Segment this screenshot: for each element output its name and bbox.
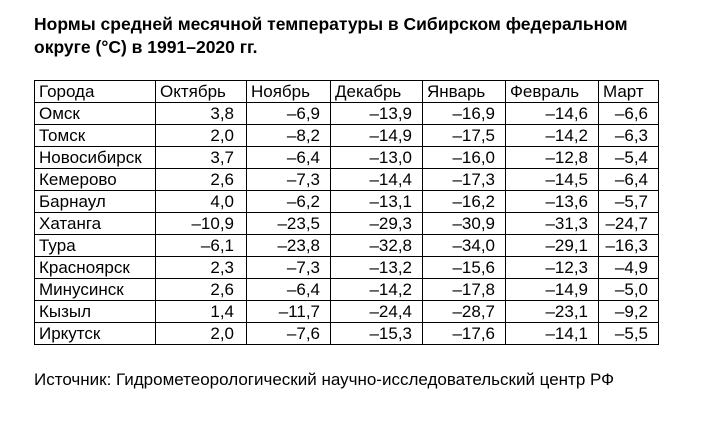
table-row: Тура –6,1 –23,8 –32,8 –34,0 –29,1 –16,3: [34, 234, 659, 257]
value-cell: –6,2: [246, 190, 331, 213]
value-cell: –34,0: [422, 234, 506, 257]
value-cell: 4,0: [155, 190, 247, 213]
value-cell: –30,9: [422, 212, 506, 235]
table-row: Иркутск 2,0 –7,6 –15,3 –17,6 –14,1 –5,5: [34, 322, 659, 345]
value-cell: –16,9: [422, 102, 506, 125]
column-header: Январь: [422, 80, 506, 103]
value-cell: –6,6: [598, 102, 659, 125]
temperature-table: Города Октябрь Ноябрь Декабрь Январь Февраль М…: [34, 80, 659, 345]
value-cell: –13,9: [330, 102, 423, 125]
value-cell: –9,2: [598, 300, 659, 323]
value-cell: –4,9: [598, 256, 659, 279]
city-cell: Красноярск: [34, 256, 156, 279]
table-row: Кемерово 2,6 –7,3 –14,4 –17,3 –14,5 –6,4: [34, 168, 659, 191]
value-cell: –16,0: [422, 146, 506, 169]
city-cell: Тура: [34, 234, 156, 257]
column-header: Март: [598, 80, 659, 103]
value-cell: –6,9: [246, 102, 331, 125]
value-cell: 3,8: [155, 102, 247, 125]
value-cell: 3,7: [155, 146, 247, 169]
value-cell: –17,3: [422, 168, 506, 191]
value-cell: –13,1: [330, 190, 423, 213]
city-cell: Новосибирск: [34, 146, 156, 169]
value-cell: –7,6: [246, 322, 331, 345]
table-row: Томск 2,0 –8,2 –14,9 –17,5 –14,2 –6,3: [34, 124, 659, 147]
value-cell: –29,1: [505, 234, 599, 257]
value-cell: –14,9: [505, 278, 599, 301]
value-cell: –23,8: [246, 234, 331, 257]
city-cell: Томск: [34, 124, 156, 147]
table-row: Омск 3,8 –6,9 –13,9 –16,9 –14,6 –6,6: [34, 102, 659, 125]
value-cell: –15,6: [422, 256, 506, 279]
column-header: Декабрь: [330, 80, 423, 103]
value-cell: 2,0: [155, 322, 247, 345]
value-cell: –14,2: [330, 278, 423, 301]
value-cell: –14,4: [330, 168, 423, 191]
value-cell: –5,5: [598, 322, 659, 345]
value-cell: –10,9: [155, 212, 247, 235]
table-row: Новосибирск 3,7 –6,4 –13,0 –16,0 –12,8 –5,4: [34, 146, 659, 169]
value-cell: –14,6: [505, 102, 599, 125]
value-cell: –14,5: [505, 168, 599, 191]
value-cell: –17,6: [422, 322, 506, 345]
value-cell: –12,3: [505, 256, 599, 279]
value-cell: –5,4: [598, 146, 659, 169]
value-cell: –12,8: [505, 146, 599, 169]
value-cell: 2,6: [155, 278, 247, 301]
value-cell: –6,4: [246, 146, 331, 169]
value-cell: –14,2: [505, 124, 599, 147]
value-cell: –5,7: [598, 190, 659, 213]
city-cell: Барнаул: [34, 190, 156, 213]
value-cell: –15,3: [330, 322, 423, 345]
value-cell: –11,7: [246, 300, 331, 323]
value-cell: –32,8: [330, 234, 423, 257]
city-cell: Иркутск: [34, 322, 156, 345]
value-cell: –5,0: [598, 278, 659, 301]
table-row: Кызыл 1,4 –11,7 –24,4 –28,7 –23,1 –9,2: [34, 300, 659, 323]
value-cell: –8,2: [246, 124, 331, 147]
value-cell: –24,7: [598, 212, 659, 235]
value-cell: –6,1: [155, 234, 247, 257]
value-cell: –14,9: [330, 124, 423, 147]
value-cell: –13,2: [330, 256, 423, 279]
city-cell: Минусинск: [34, 278, 156, 301]
city-cell: Кызыл: [34, 300, 156, 323]
value-cell: –31,3: [505, 212, 599, 235]
table-row: Хатанга –10,9 –23,5 –29,3 –30,9 –31,3 –24,7: [34, 212, 659, 235]
value-cell: –13,6: [505, 190, 599, 213]
value-cell: –7,3: [246, 256, 331, 279]
column-header: Февраль: [505, 80, 599, 103]
table-row: Красноярск 2,3 –7,3 –13,2 –15,6 –12,3 –4,9: [34, 256, 659, 279]
source-note: Источник: Гидрометеорологический научно-…: [34, 370, 615, 389]
value-cell: –24,4: [330, 300, 423, 323]
column-header: Ноябрь: [246, 80, 331, 103]
value-cell: –6,4: [598, 168, 659, 191]
table-row: Барнаул 4,0 –6,2 –13,1 –16,2 –13,6 –5,7: [34, 190, 659, 213]
value-cell: –16,3: [598, 234, 659, 257]
value-cell: –7,3: [246, 168, 331, 191]
table-row: Минусинск 2,6 –6,4 –14,2 –17,8 –14,9 –5,0: [34, 278, 659, 301]
column-header: Октябрь: [155, 80, 247, 103]
value-cell: –17,5: [422, 124, 506, 147]
value-cell: –17,8: [422, 278, 506, 301]
value-cell: –28,7: [422, 300, 506, 323]
city-cell: Хатанга: [34, 212, 156, 235]
value-cell: –23,5: [246, 212, 331, 235]
city-cell: Кемерово: [34, 168, 156, 191]
value-cell: –16,2: [422, 190, 506, 213]
value-cell: –29,3: [330, 212, 423, 235]
value-cell: –14,1: [505, 322, 599, 345]
value-cell: –13,0: [330, 146, 423, 169]
city-cell: Омск: [34, 102, 156, 125]
table-header-row: Города Октябрь Ноябрь Декабрь Январь Февраль М…: [34, 80, 659, 103]
value-cell: 2,0: [155, 124, 247, 147]
value-cell: –6,4: [246, 278, 331, 301]
document-title: Нормы средней месячной температуры в Сиб…: [34, 14, 628, 57]
value-cell: 2,3: [155, 256, 247, 279]
value-cell: –23,1: [505, 300, 599, 323]
column-header: Города: [34, 80, 156, 103]
value-cell: 2,6: [155, 168, 247, 191]
value-cell: 1,4: [155, 300, 247, 323]
value-cell: –6,3: [598, 124, 659, 147]
